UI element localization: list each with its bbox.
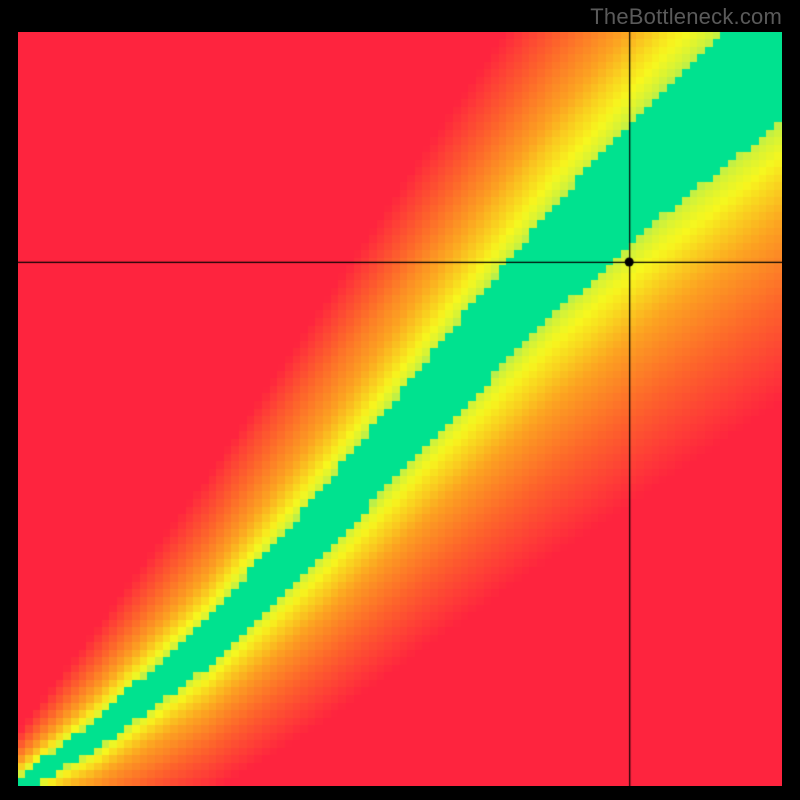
crosshair-overlay (18, 32, 782, 786)
chart-root: TheBottleneck.com (0, 0, 800, 800)
attribution-text: TheBottleneck.com (590, 4, 782, 30)
